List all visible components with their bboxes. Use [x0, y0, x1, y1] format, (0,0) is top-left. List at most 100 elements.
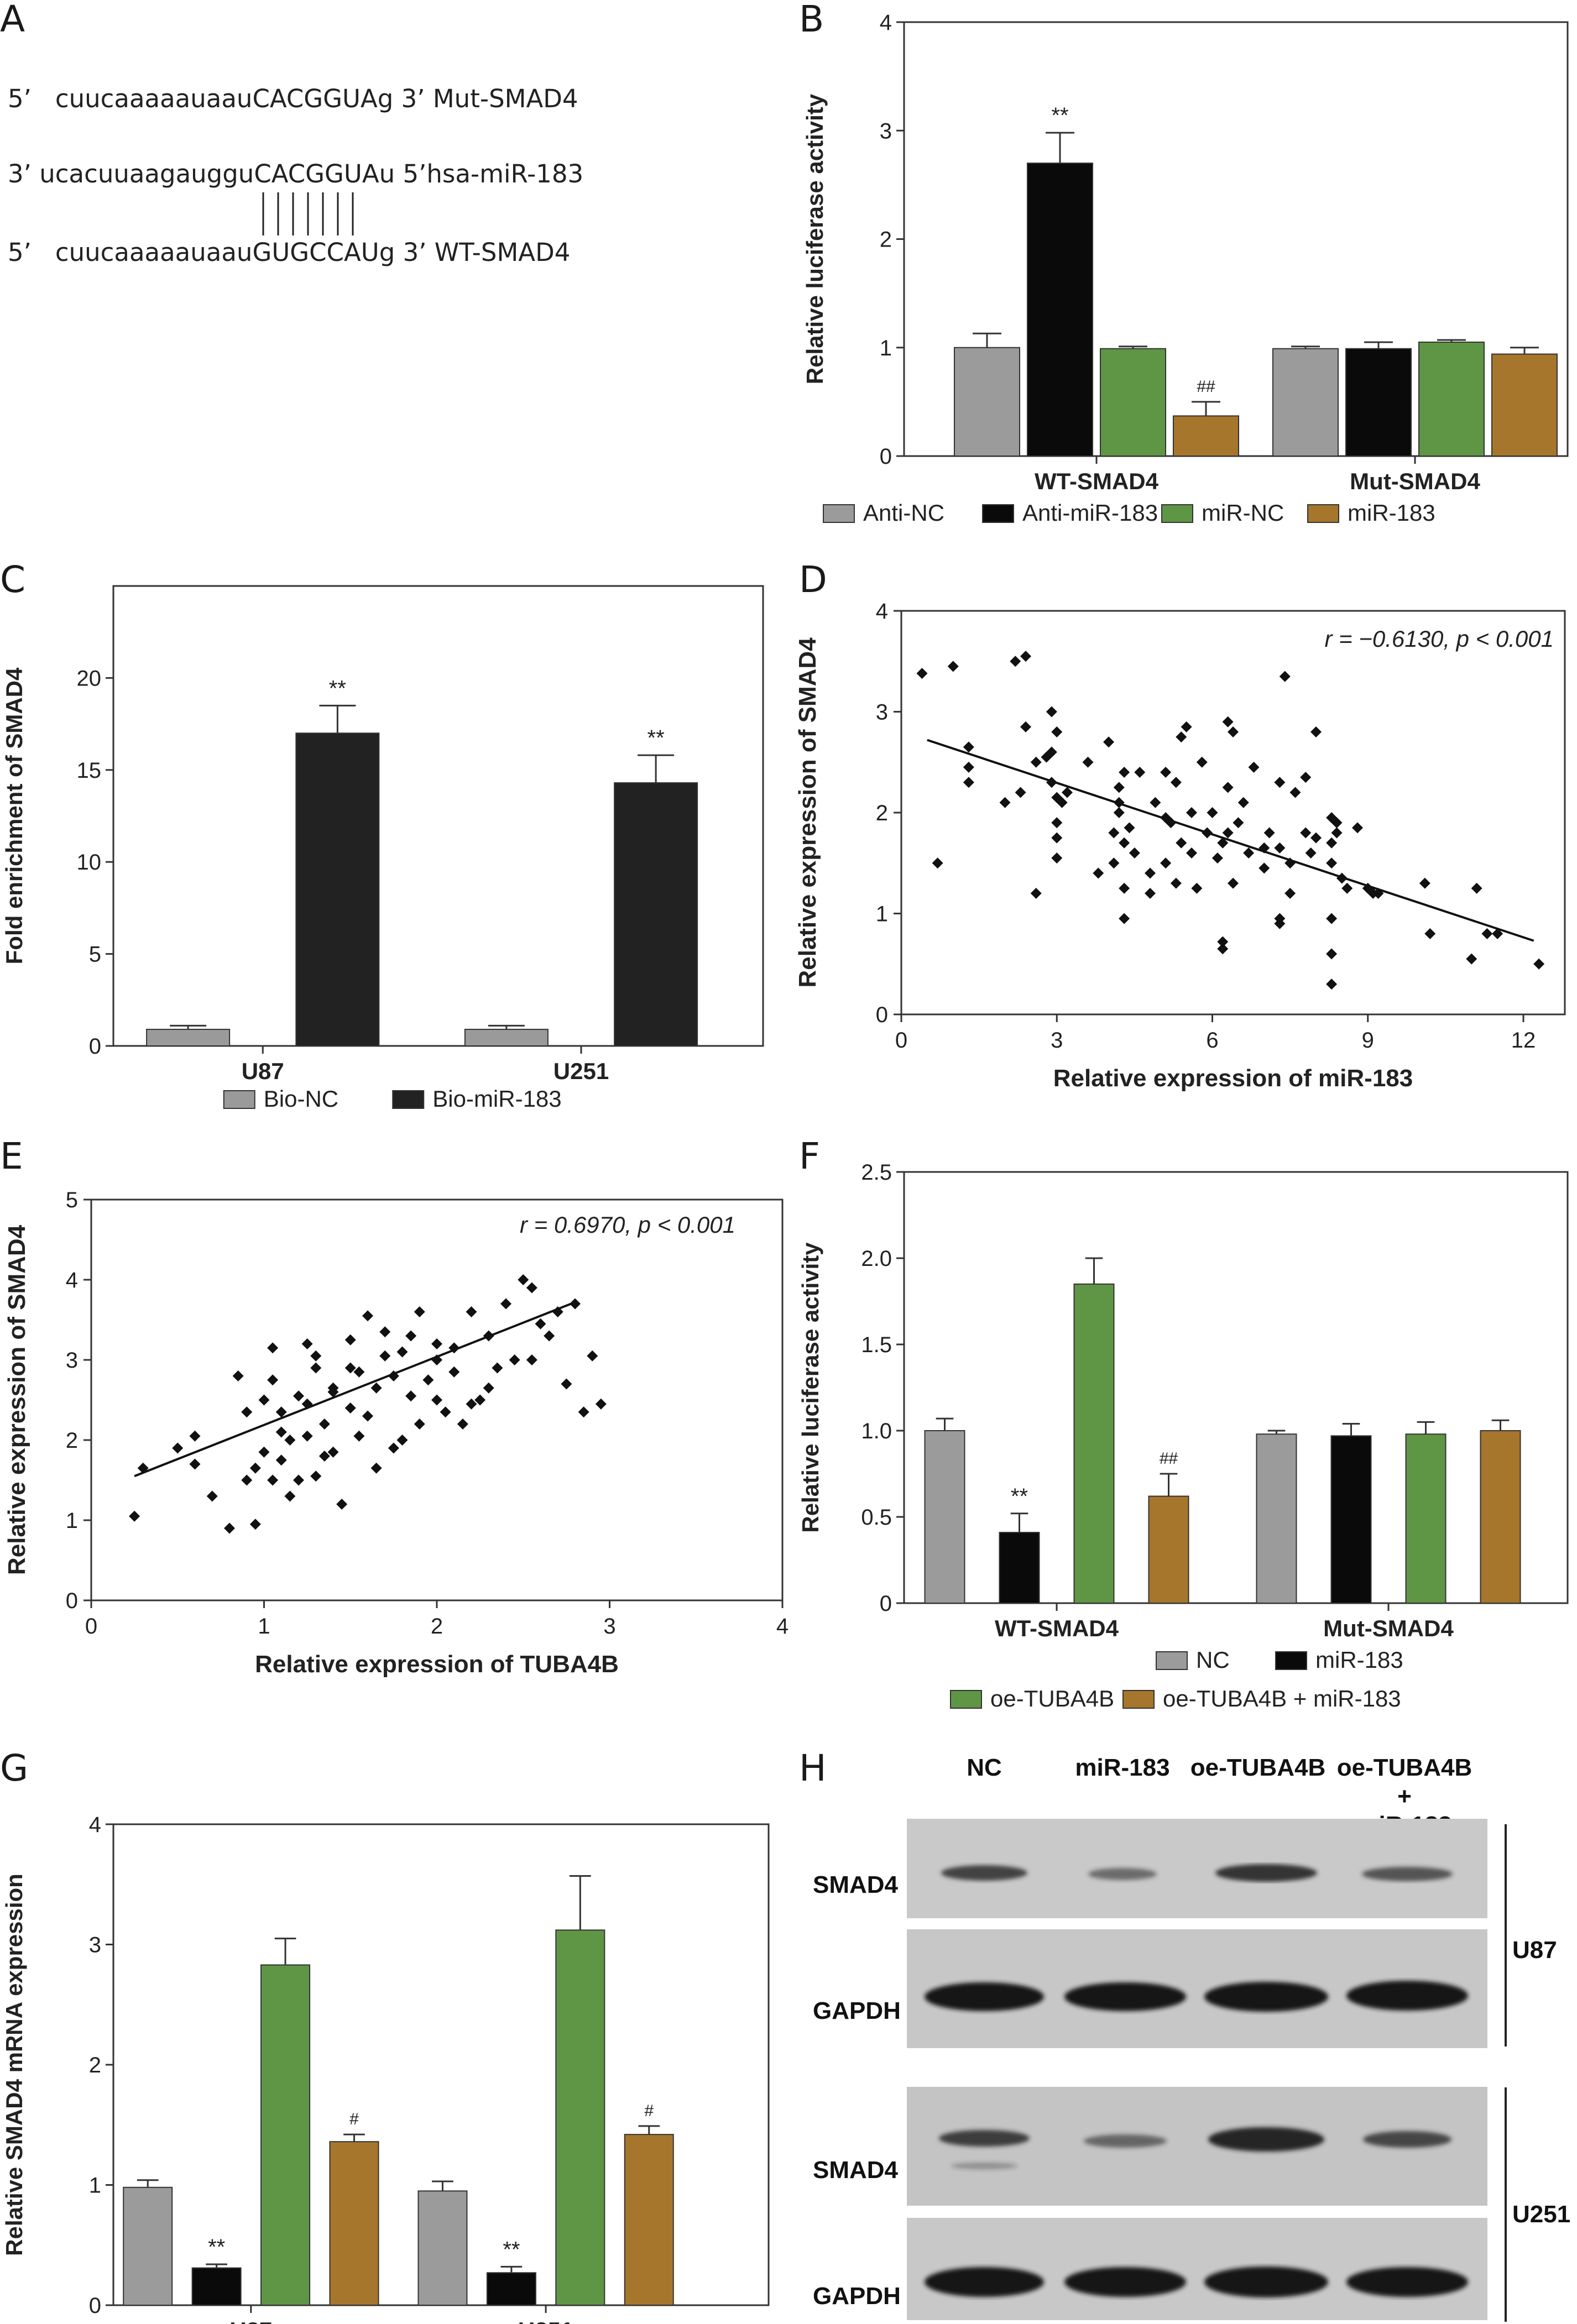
- data-point: [293, 1474, 304, 1486]
- data-point: [172, 1442, 184, 1454]
- data-point: [1181, 721, 1192, 732]
- data-point: [1228, 877, 1239, 889]
- y-tick-label: 2: [876, 801, 888, 825]
- y-tick-label: 20: [77, 666, 102, 690]
- y-tick-label: 2.5: [861, 1160, 892, 1185]
- legend-label: Bio-miR-183: [432, 1086, 561, 1112]
- data-point: [1284, 888, 1296, 899]
- chart-c-fold-enrichment: 0 5 10 15 20 Fold enrichment of SMAD4 U87 ** U25…: [1, 585, 764, 1112]
- x-tick-label: 9: [1362, 1028, 1374, 1053]
- data-point: [414, 1419, 425, 1430]
- y-axis-title: Fold enrichment of SMAD4: [1, 667, 27, 964]
- data-point: [379, 1326, 391, 1338]
- data-point: [1165, 817, 1177, 829]
- sequence-wt-smad4: 5’ cuucaaaaauaauGUGCCAUg 3’ WT-SMAD4: [8, 238, 571, 267]
- data-point: [362, 1310, 373, 1322]
- data-point: [1274, 918, 1286, 929]
- data-point: [1124, 822, 1135, 834]
- data-point: [1217, 837, 1229, 849]
- legend-label: Anti-miR-183: [1022, 500, 1158, 526]
- plot-frame: [903, 1171, 1569, 1604]
- y-axis-title: Relative SMAD4 mRNA expression: [1, 1873, 27, 2256]
- data-point: [206, 1490, 218, 1502]
- x-category-label: U251: [518, 2317, 573, 2324]
- data-point: [1274, 842, 1286, 854]
- bar-mir-183: [486, 2272, 536, 2306]
- data-point: [1289, 787, 1301, 798]
- data-point: [301, 1430, 313, 1442]
- data-point: [1186, 807, 1197, 818]
- data-point: [570, 1298, 581, 1310]
- data-point: [1305, 847, 1317, 859]
- legend-swatch: [392, 1090, 425, 1109]
- x-category-label: U87: [229, 2317, 272, 2324]
- data-point: [1113, 807, 1125, 818]
- legend-label: oe-TUBA4B: [990, 1686, 1114, 1711]
- significance-mark: **: [647, 726, 665, 750]
- bar-mir-183: [1173, 415, 1239, 457]
- regression-line: [927, 739, 1534, 942]
- y-tick-label: 10: [77, 850, 102, 875]
- data-point: [457, 1419, 468, 1430]
- data-point: [1160, 857, 1172, 869]
- data-point: [1170, 877, 1182, 889]
- data-point: [1020, 651, 1031, 662]
- correlation-annotation: r = −0.6130, p < 0.001: [1324, 626, 1554, 652]
- x-axis-title: Relative expression of TUBA4B: [255, 1651, 619, 1678]
- data-point: [947, 661, 959, 672]
- data-point: [448, 1342, 460, 1354]
- y-tick-label: 0: [66, 1589, 78, 1613]
- blot-row-smad4-u87: SMAD4: [813, 1871, 899, 1898]
- blot-row-gapdh-u87: GAPDH: [813, 1997, 901, 2024]
- data-point: [267, 1374, 279, 1386]
- bar-nc: [924, 1430, 965, 1604]
- data-point: [1326, 913, 1338, 924]
- data-point: [405, 1390, 417, 1402]
- data-point: [1466, 953, 1477, 965]
- data-point: [526, 1354, 537, 1365]
- data-point: [353, 1366, 365, 1378]
- data-point: [1336, 872, 1348, 884]
- data-point: [963, 777, 974, 788]
- data-point: [310, 1350, 322, 1362]
- data-point: [1212, 852, 1223, 864]
- data-point: [414, 1306, 425, 1317]
- data-point: [1233, 817, 1244, 829]
- data-point: [284, 1490, 296, 1502]
- significance-mark: ##: [1197, 378, 1215, 396]
- legend-swatch: [1156, 1651, 1188, 1670]
- data-point: [535, 1318, 546, 1330]
- bar-bio-mir-183: [295, 732, 380, 1046]
- data-point: [1284, 857, 1296, 869]
- data-point: [1030, 756, 1042, 768]
- data-point: [258, 1394, 270, 1406]
- data-point: [1424, 928, 1436, 939]
- data-point: [1331, 817, 1343, 829]
- bar-mir-183: [1491, 353, 1558, 457]
- sequence-mir-183: 3’ ucacuuaagaugguCACGGUAu 5’hsa-miR-183: [8, 159, 584, 189]
- data-point: [1217, 943, 1229, 955]
- data-point: [388, 1442, 399, 1454]
- data-point: [448, 1366, 460, 1378]
- bar-oe-tuba4b-mir-183: [1148, 1495, 1189, 1604]
- data-point: [1274, 777, 1286, 788]
- data-point: [1222, 827, 1234, 839]
- x-axis-title: Relative expression of miR-183: [1053, 1065, 1413, 1092]
- data-point: [336, 1499, 348, 1510]
- significance-mark: #: [644, 2102, 654, 2120]
- panel-label-h: H: [799, 1747, 827, 1789]
- data-point: [1492, 928, 1503, 939]
- data-point: [1051, 726, 1063, 737]
- legend-label: Bio-NC: [264, 1086, 338, 1112]
- data-point: [258, 1446, 270, 1458]
- data-point: [1228, 726, 1239, 737]
- data-point: [189, 1430, 201, 1442]
- legend-swatch: [950, 1690, 982, 1709]
- data-point: [561, 1378, 572, 1390]
- y-tick-label: 5: [66, 1188, 78, 1212]
- significance-mark: ##: [1160, 1449, 1178, 1468]
- data-point: [362, 1410, 373, 1422]
- data-point: [137, 1462, 149, 1474]
- data-point: [284, 1435, 296, 1446]
- bar-bio-nc: [464, 1029, 549, 1046]
